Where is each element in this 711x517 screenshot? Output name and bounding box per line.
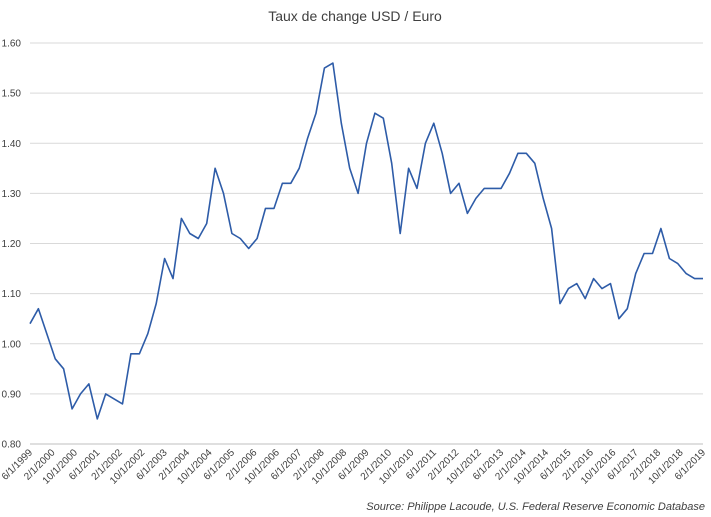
y-tick-label: 1.50 xyxy=(2,89,22,100)
series-line xyxy=(29,62,703,420)
gridlines xyxy=(30,42,703,445)
y-axis-ticks: 0.80 0.90 1.00 1.10 1.20 1.30 1.40 1.50 1.60 xyxy=(2,39,22,451)
series-layer xyxy=(29,62,703,420)
y-tick-label: 1.60 xyxy=(2,39,22,50)
y-tick-label: 1.10 xyxy=(2,289,22,300)
y-tick-label: 0.80 xyxy=(2,440,22,451)
y-tick-label: 0.90 xyxy=(2,389,22,400)
y-tick-label: 1.30 xyxy=(2,189,22,200)
y-tick-label: 1.00 xyxy=(2,339,22,350)
y-tick-label: 1.40 xyxy=(2,139,22,150)
source-note: Source: Philippe Lacoude, U.S. Federal R… xyxy=(366,501,705,513)
chart-title: Taux de change USD / Euro xyxy=(268,8,442,24)
y-tick-label: 1.20 xyxy=(2,239,22,250)
x-axis-ticks: 6/1/19992/1/200010/1/20006/1/20012/1/200… xyxy=(0,447,708,487)
